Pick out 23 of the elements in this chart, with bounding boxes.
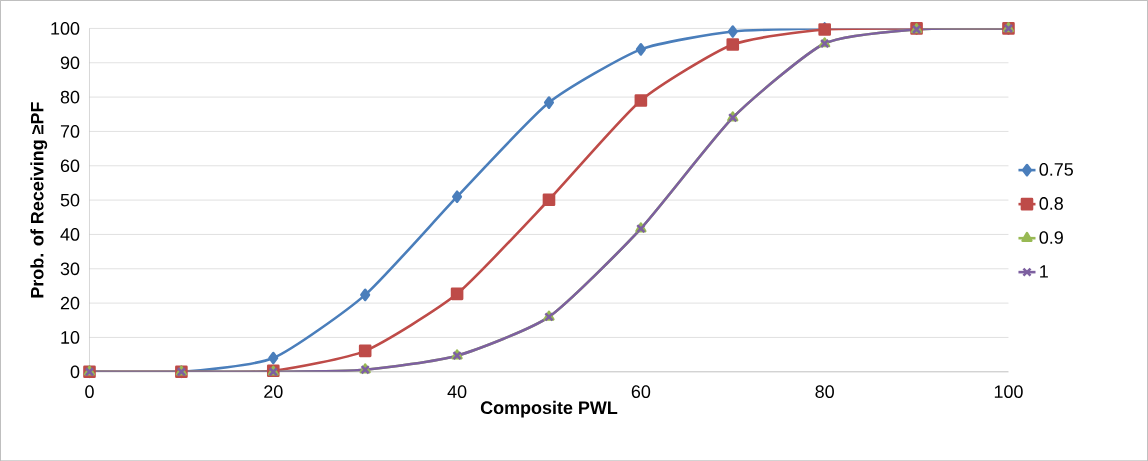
x-tick-label: 100: [994, 385, 1023, 398]
x-tick-label: 80: [815, 385, 834, 398]
x-tick-label: 0: [85, 385, 94, 398]
legend-label: 1: [1040, 265, 1048, 278]
x-tick-label: 40: [447, 385, 467, 398]
y-tick-label: 40: [60, 227, 80, 241]
y-tick-label: 90: [60, 56, 80, 69]
y-tick-label: 50: [60, 193, 80, 207]
y-tick-label: 70: [60, 124, 80, 138]
x-tick-label: 60: [631, 385, 651, 398]
y-tick-label: 0: [70, 365, 80, 378]
y-tick-label: 100: [51, 21, 80, 35]
y-tick-label: 30: [60, 262, 80, 275]
legend-label: 0.75: [1039, 162, 1073, 176]
legend-label: 0.9: [1039, 231, 1063, 244]
y-tick-label: 80: [60, 90, 80, 104]
x-tick-label: 20: [264, 385, 283, 398]
y-tick-label: 20: [60, 296, 80, 310]
y-tick-label: 60: [60, 159, 80, 172]
x-axis-title: Composite PWL: [480, 400, 618, 418]
legend-label: 0.8: [1039, 196, 1063, 210]
y-axis-title: Prob. of Receiving ≥PF: [30, 102, 48, 298]
y-tick-label: 10: [61, 330, 80, 344]
